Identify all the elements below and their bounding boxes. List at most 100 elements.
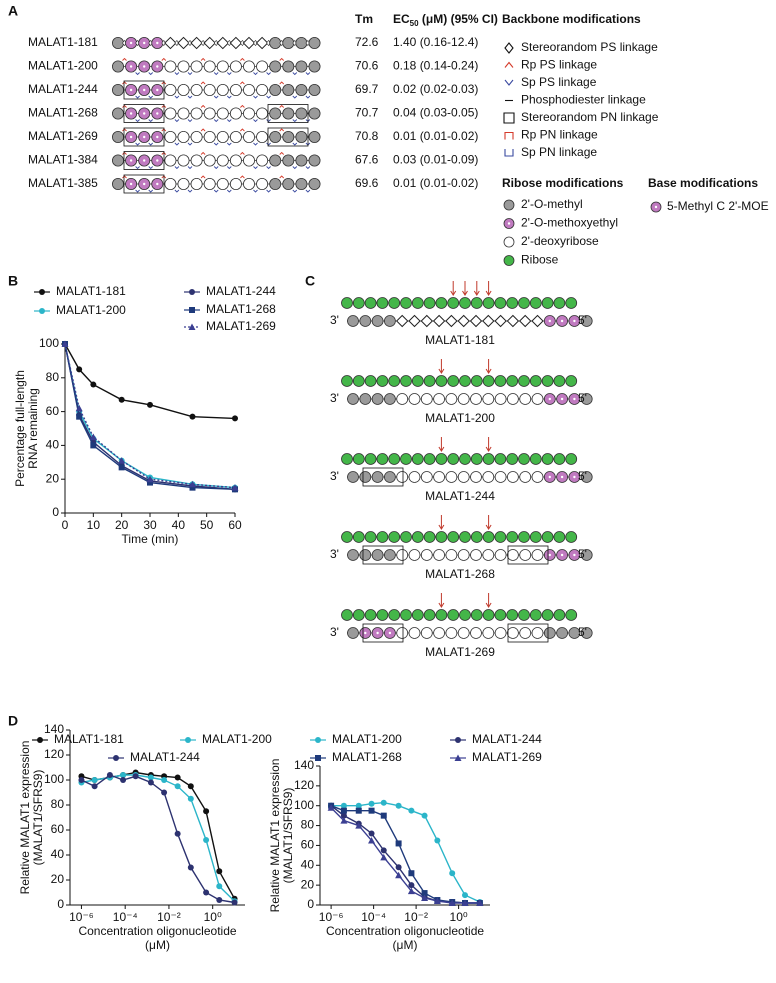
legend-label: MALAT1-269 xyxy=(206,319,276,333)
nucleotide xyxy=(447,531,460,543)
nucleotide xyxy=(190,177,203,190)
nucleotide xyxy=(400,453,412,465)
linkage xyxy=(187,189,193,193)
linkage xyxy=(292,142,298,146)
nucleotide xyxy=(190,107,203,120)
nucleotide xyxy=(164,60,177,73)
linkage xyxy=(200,81,206,85)
nucleotide xyxy=(242,84,255,97)
nucleotide xyxy=(376,609,389,621)
nucleotide xyxy=(282,154,295,167)
nucleotide xyxy=(529,609,542,621)
y-tick-label: 80 xyxy=(301,818,315,832)
linkage xyxy=(122,104,127,108)
nucleotide xyxy=(565,375,578,387)
pn-box xyxy=(507,623,549,643)
nucleotide xyxy=(347,393,359,405)
nucleotide xyxy=(341,531,353,543)
nucleotide xyxy=(388,297,401,309)
nucleotide xyxy=(433,471,446,483)
nucleotide xyxy=(371,471,384,483)
nucleotide xyxy=(216,60,229,73)
data-point xyxy=(380,812,387,819)
linkage xyxy=(240,175,245,179)
methyl-dot xyxy=(573,319,576,323)
linkage xyxy=(161,57,167,61)
nucleotide xyxy=(420,393,433,405)
nucleotide xyxy=(507,627,519,639)
nucleotide xyxy=(203,84,216,97)
linkage xyxy=(266,72,271,76)
data-point xyxy=(91,783,98,790)
linkage xyxy=(187,72,193,76)
nucleotide xyxy=(242,107,255,120)
methyl-dot xyxy=(143,135,146,139)
legend-marker xyxy=(39,289,45,295)
legend-marker xyxy=(454,754,462,761)
nucleotide xyxy=(164,36,177,50)
nucleotide xyxy=(553,375,566,387)
nucleotide xyxy=(482,393,495,405)
nucleotide xyxy=(447,375,460,387)
data-point xyxy=(90,381,97,388)
data-point xyxy=(216,868,223,875)
x-tick-label: 10⁰ xyxy=(450,910,468,924)
linkage xyxy=(279,81,285,85)
nucleotide xyxy=(164,84,177,97)
nucleotide xyxy=(400,297,412,309)
nucleotide xyxy=(482,471,495,483)
nucleotide xyxy=(203,107,216,120)
nucleotide xyxy=(295,37,308,50)
nucleotide xyxy=(553,453,566,465)
x-axis-label: Time (min) xyxy=(122,532,179,546)
nucleotide xyxy=(341,375,353,387)
nucleotide xyxy=(177,130,190,143)
data-point xyxy=(161,777,168,783)
nucleotide xyxy=(494,314,507,328)
ec50-value: 1.40 (0.16-12.4) xyxy=(393,35,478,49)
legend-label: MALAT1-200 xyxy=(332,732,402,746)
nucleotide xyxy=(408,314,421,328)
data-point xyxy=(395,864,402,871)
legend-marker xyxy=(315,737,321,743)
nucleotide xyxy=(371,393,384,405)
data-point xyxy=(174,783,181,790)
nucleotide xyxy=(352,531,365,543)
linkage xyxy=(213,142,219,146)
data-point xyxy=(433,897,441,905)
nucleotide xyxy=(341,609,353,621)
methyl-dot xyxy=(560,397,564,401)
series-line xyxy=(64,343,236,489)
nucleotide xyxy=(308,154,321,167)
linkage xyxy=(253,189,258,193)
nucleotide xyxy=(435,531,448,543)
legend-marker xyxy=(37,737,43,743)
linkage xyxy=(148,72,154,76)
nucleotide xyxy=(494,549,507,561)
column-header: Tm xyxy=(355,12,373,26)
linkage xyxy=(213,189,219,193)
linkage xyxy=(240,128,245,132)
x-tick-label: 10⁰ xyxy=(204,910,222,924)
nucleotide xyxy=(482,314,495,328)
nucleotide xyxy=(529,297,542,309)
data-point xyxy=(216,883,223,890)
nucleotide xyxy=(541,297,554,309)
series-line xyxy=(64,343,236,490)
pn-box xyxy=(267,104,309,123)
nucleotide xyxy=(308,107,321,120)
nucleotide xyxy=(432,314,446,328)
column-header: EC50 (μM) (95% CI) xyxy=(393,12,498,28)
methyl-dot xyxy=(388,631,392,635)
nucleotide xyxy=(376,297,389,309)
nucleotide xyxy=(295,107,308,120)
nucleotide xyxy=(295,84,308,97)
nucleotide xyxy=(308,60,321,73)
nucleotide xyxy=(503,255,515,266)
nucleotide xyxy=(494,531,507,543)
x-axis-label: (μM) xyxy=(393,938,418,952)
linkage xyxy=(135,119,140,123)
nucleotide xyxy=(470,297,483,309)
methyl-dot xyxy=(548,553,551,557)
linkage xyxy=(292,95,298,99)
